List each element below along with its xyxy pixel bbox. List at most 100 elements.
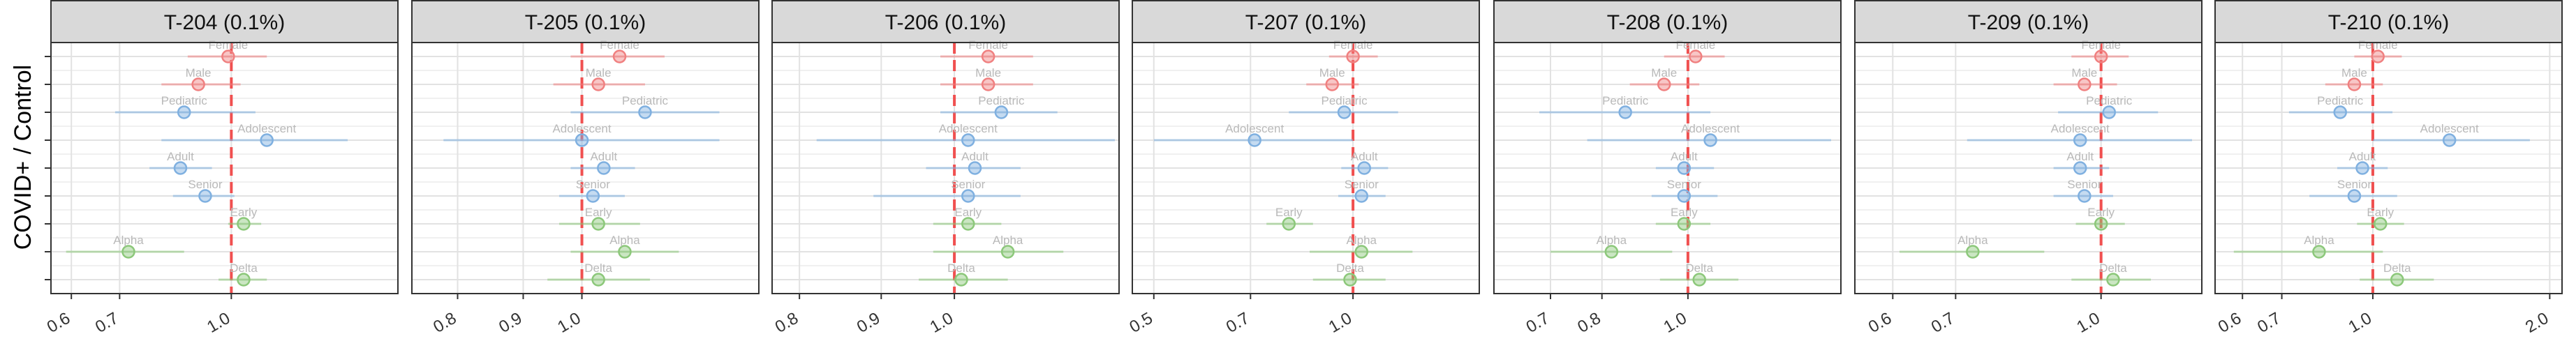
point-estimate [221, 50, 235, 63]
point-label: Delta [1336, 262, 1364, 275]
point-estimate [198, 189, 212, 203]
x-tick-label: 0.7 [1523, 309, 1553, 337]
panel-border [771, 42, 1120, 294]
point-label: Delta [584, 262, 612, 275]
point-estimate [1677, 217, 1692, 231]
point-estimate [1618, 105, 1632, 119]
point-label: Adolescent [237, 122, 296, 135]
panel-7: T-210 (0.1%) Female Male Pediatric Adolescen… [2214, 0, 2563, 337]
point-estimate [173, 161, 188, 175]
x-tick-label: 2.0 [2522, 309, 2552, 337]
point-estimate [1604, 245, 1619, 259]
point-estimate [2347, 189, 2362, 203]
point-label: Adult [167, 150, 194, 163]
point-estimate [1692, 273, 1706, 287]
x-tick-label: 1.0 [1326, 309, 1355, 337]
point-estimate [961, 189, 975, 203]
panel-strip [50, 0, 399, 43]
point-label: Adolescent [2051, 122, 2110, 135]
point-label: Adolescent [552, 122, 611, 135]
point-label: Alpha [1597, 234, 1627, 247]
point-label: Early [1275, 206, 1303, 219]
point-estimate [2102, 105, 2116, 119]
panel-border [1493, 42, 1842, 294]
point-estimate [191, 77, 205, 91]
point-estimate [1689, 50, 1703, 63]
point-label: Female [2081, 38, 2121, 52]
point-label: Alpha [1957, 234, 1988, 247]
point-estimate [981, 50, 995, 63]
point-estimate [1703, 133, 1717, 147]
point-estimate [2073, 161, 2087, 175]
point-estimate [1357, 161, 1372, 175]
point-estimate [2374, 217, 2388, 231]
point-label: Pediatric [622, 94, 669, 107]
panel-strip [2214, 0, 2563, 43]
panel-title: T-207 (0.1%) [1245, 11, 1366, 34]
point-estimate [1354, 245, 1369, 259]
point-estimate [2333, 105, 2347, 119]
point-label: Alpha [993, 234, 1023, 247]
point-label: Alpha [113, 234, 144, 247]
point-label: Pediatric [161, 94, 208, 107]
point-label: Early [2367, 206, 2394, 219]
x-tick-label: 0.8 [430, 309, 459, 337]
point-estimate [2094, 217, 2108, 231]
point-estimate [2106, 273, 2120, 287]
point-estimate [2390, 273, 2404, 287]
point-label: Senior [576, 178, 610, 191]
x-tick-label: 0.6 [2215, 309, 2244, 337]
point-label: Alpha [1347, 234, 1377, 247]
x-tick-label: 0.6 [44, 309, 73, 337]
point-estimate [1966, 245, 1980, 259]
point-estimate [2347, 77, 2362, 91]
point-estimate [1677, 189, 1692, 203]
point-label: Pediatric [1321, 94, 1368, 107]
x-tick-label: 1.0 [1660, 309, 1689, 337]
point-estimate [1657, 77, 1671, 91]
point-estimate [177, 105, 191, 119]
panel-title: T-206 (0.1%) [885, 11, 1006, 34]
point-label: Adolescent [2420, 122, 2479, 135]
panel-5: T-208 (0.1%) Female Male Pediatric Adolescen… [1493, 0, 1842, 337]
point-label: Early [585, 206, 612, 219]
panel-title: T-204 (0.1%) [164, 11, 285, 34]
point-estimate [1325, 77, 1339, 91]
panel-1: T-204 (0.1%) Female Male Pediatric Adolescen… [44, 0, 399, 337]
panel-title: T-208 (0.1%) [1607, 11, 1728, 34]
point-estimate [638, 105, 652, 119]
point-label: Female [968, 38, 1008, 52]
point-estimate [618, 245, 632, 259]
point-label: Female [1333, 38, 1373, 52]
x-tick-label: 1.0 [2346, 309, 2375, 337]
x-tick-label: 0.9 [854, 309, 883, 337]
point-label: Senior [2067, 178, 2101, 191]
panel-border [50, 42, 399, 294]
panel-strip [1493, 0, 1842, 43]
point-estimate [968, 161, 982, 175]
x-tick-label: 0.9 [496, 309, 525, 337]
point-label: Senior [188, 178, 222, 191]
point-estimate [1282, 217, 1296, 231]
point-estimate [237, 217, 251, 231]
point-estimate [591, 217, 605, 231]
point-estimate [954, 273, 968, 287]
point-label: Male [1651, 66, 1677, 79]
panel-strip [1854, 0, 2203, 43]
panel-title: T-205 (0.1%) [525, 11, 646, 34]
panel-border [2214, 42, 2563, 294]
point-estimate [2073, 133, 2087, 147]
point-estimate [1346, 50, 1360, 63]
panel-6: T-209 (0.1%) Female Male Pediatric Adolescen… [1854, 0, 2203, 337]
point-estimate [1354, 189, 1369, 203]
point-label: Pediatric [2086, 94, 2133, 107]
point-estimate [1248, 133, 1261, 147]
point-label: Alpha [2304, 234, 2334, 247]
point-estimate [2078, 77, 2092, 91]
point-label: Adult [2066, 150, 2094, 163]
point-label: Senior [1667, 178, 1701, 191]
point-label: Early [1671, 206, 1698, 219]
x-tick-label: 1.0 [2073, 309, 2103, 337]
x-tick-label: 1.0 [554, 309, 584, 337]
